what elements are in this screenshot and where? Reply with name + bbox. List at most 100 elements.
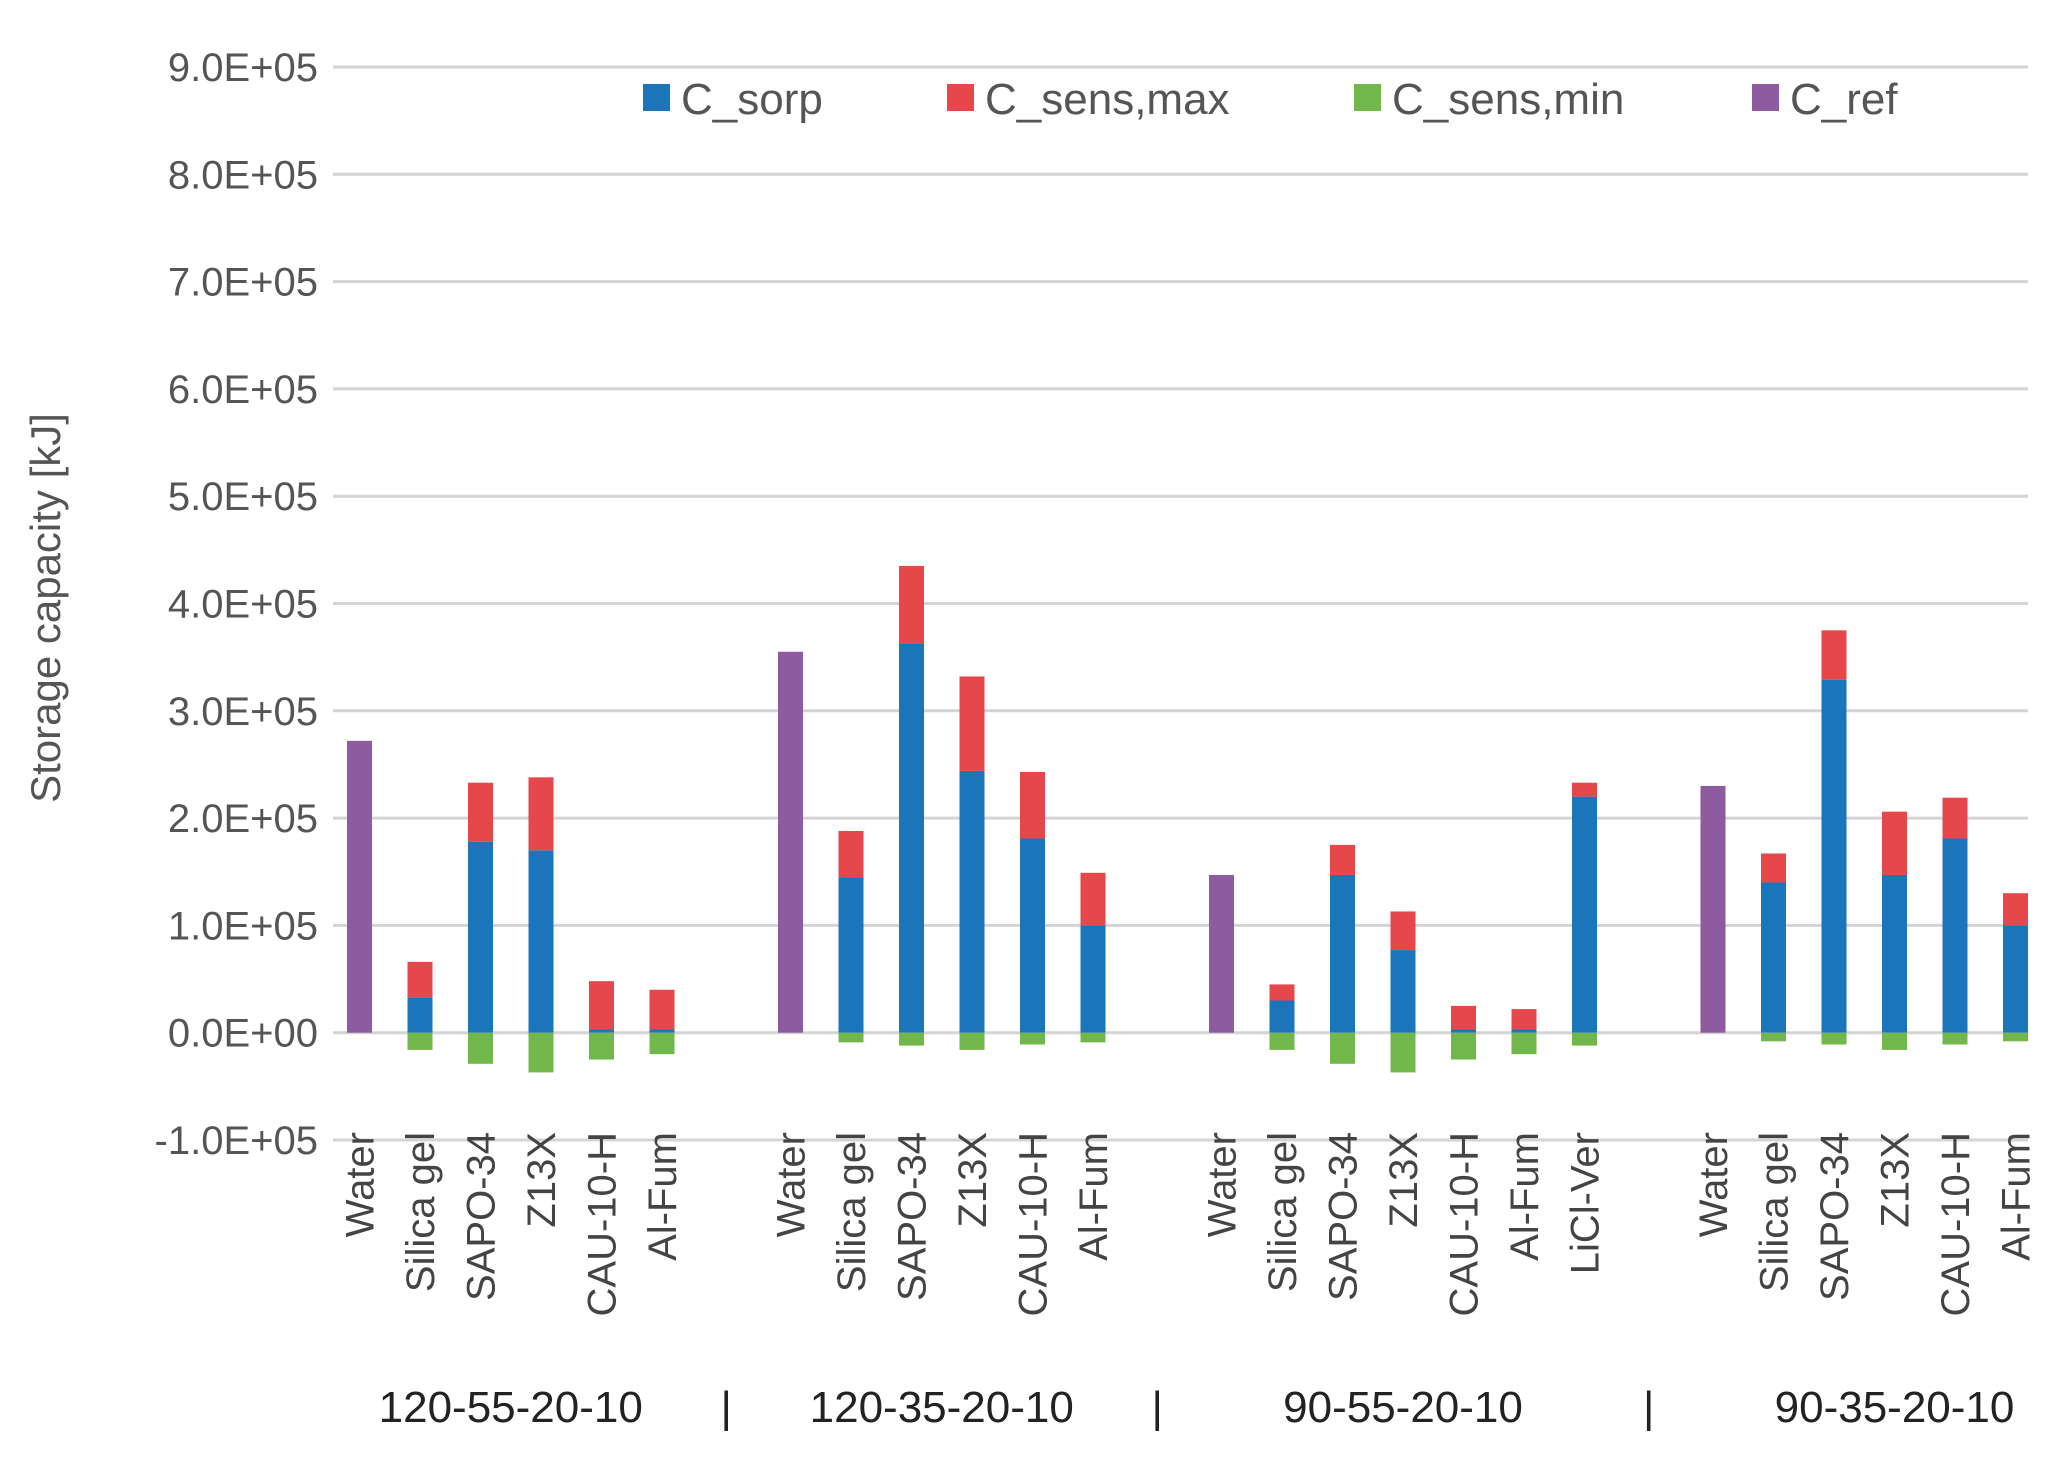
x-category-label: Z13X bbox=[1382, 1132, 1426, 1228]
y-tick-label: 0.0E+00 bbox=[168, 1012, 318, 1056]
bar-c-sens-min-120-55-20-10-z13x bbox=[528, 1032, 554, 1073]
y-tick-label: 3.0E+05 bbox=[168, 690, 318, 734]
legend: C_sorp C_sens,max C_sens,min C_ref bbox=[643, 75, 1898, 124]
bar-c-sorp-90-35-20-10-silica-gel bbox=[1761, 882, 1786, 1033]
bar-c-sorp-120-55-20-10-sapo-34 bbox=[468, 841, 493, 1033]
bar-c-sens-max-90-35-20-10-cau-10-h bbox=[1942, 797, 1968, 839]
x-category-label: Silica gel bbox=[830, 1132, 874, 1292]
y-tick-label: 1.0E+05 bbox=[168, 904, 318, 948]
legend-label-c-sens-min: C_sens,min bbox=[1392, 75, 1624, 124]
bar-c-ref-90-55-20-10-water bbox=[1209, 874, 1234, 1033]
bar-c-sens-min-120-35-20-10-z13x bbox=[959, 1032, 985, 1050]
group-separator: | bbox=[721, 1383, 732, 1432]
bar-c-sorp-120-35-20-10-z13x bbox=[959, 770, 985, 1033]
bar-c-sens-max-90-55-20-10-silica-gel bbox=[1269, 984, 1295, 1001]
x-category-label: LiCl-Ver bbox=[1564, 1132, 1608, 1274]
bar-c-sens-min-90-35-20-10-z13x bbox=[1882, 1032, 1907, 1050]
bars bbox=[347, 565, 2028, 1073]
x-category-label: SAPO-34 bbox=[891, 1132, 935, 1301]
bar-c-sens-min-90-35-20-10-silica-gel bbox=[1761, 1032, 1786, 1042]
x-category-label: CAU-10-H bbox=[1443, 1132, 1487, 1316]
group-label-120-35-20-10: 120-35-20-10 bbox=[810, 1383, 1074, 1432]
x-axis-category-labels: Water Silica gel SAPO-34 Z13X CAU-10-H Al-Fum… bbox=[339, 1132, 2061, 1316]
bar-c-sens-max-90-55-20-10-al-fum bbox=[1511, 1009, 1537, 1030]
bar-c-sorp-120-35-20-10-cau-10-h bbox=[1020, 838, 1045, 1033]
legend-swatch-c-sens-max bbox=[947, 84, 974, 111]
bar-c-sens-min-120-55-20-10-al-fum bbox=[649, 1032, 675, 1055]
bar-c-sens-min-90-35-20-10-cau-10-h bbox=[1942, 1032, 1968, 1045]
bar-c-sens-min-90-35-20-10-sapo-34 bbox=[1821, 1032, 1847, 1045]
x-category-label: CAU-10-H bbox=[1934, 1132, 1978, 1316]
bar-c-ref-120-55-20-10-water bbox=[347, 740, 372, 1033]
bar-c-sens-min-90-55-20-10-silica-gel bbox=[1269, 1032, 1295, 1050]
bar-c-sens-max-90-35-20-10-sapo-34 bbox=[1821, 630, 1847, 680]
x-category-label: CAU-10-H bbox=[581, 1132, 625, 1316]
bar-c-sens-max-120-55-20-10-silica-gel bbox=[407, 961, 433, 998]
y-tick-label: 7.0E+05 bbox=[168, 261, 318, 305]
bar-c-sens-max-120-55-20-10-cau-10-h bbox=[589, 981, 614, 1030]
x-category-label: Z13X bbox=[1874, 1132, 1918, 1228]
legend-label-c-sens-max: C_sens,max bbox=[985, 75, 1230, 124]
bar-c-sens-max-90-35-20-10-silica-gel bbox=[1761, 853, 1786, 883]
bar-c-sens-max-90-35-20-10-al-fum bbox=[2003, 893, 2028, 926]
x-category-label: Al-Fum bbox=[1072, 1132, 1116, 1261]
bar-c-sens-min-120-55-20-10-cau-10-h bbox=[589, 1032, 614, 1060]
bar-c-sens-max-120-35-20-10-z13x bbox=[959, 676, 985, 771]
group-labels: 120-55-20-10 | 120-35-20-10 | 90-55-20-10 | 90… bbox=[379, 1383, 2015, 1432]
bar-c-sens-max-120-55-20-10-sapo-34 bbox=[468, 782, 493, 842]
bar-c-sens-min-120-35-20-10-cau-10-h bbox=[1020, 1032, 1045, 1045]
bar-c-sens-min-90-55-20-10-z13x bbox=[1390, 1032, 1416, 1073]
bar-c-sens-max-120-35-20-10-sapo-34 bbox=[899, 565, 924, 644]
x-category-label: Water bbox=[770, 1132, 814, 1237]
y-tick-label: 4.0E+05 bbox=[168, 583, 318, 627]
bar-c-sens-max-90-55-20-10-licl-ver bbox=[1572, 782, 1597, 797]
x-category-label: Al-Fum bbox=[641, 1132, 685, 1261]
x-category-label: Z13X bbox=[951, 1132, 995, 1228]
bar-c-sens-min-90-55-20-10-licl-ver bbox=[1572, 1032, 1597, 1046]
bar-c-sens-min-90-55-20-10-cau-10-h bbox=[1451, 1032, 1476, 1060]
x-category-label: Water bbox=[339, 1132, 383, 1237]
y-tick-label: 9.0E+05 bbox=[168, 46, 318, 90]
bar-c-sorp-90-55-20-10-licl-ver bbox=[1572, 796, 1597, 1033]
bar-c-sorp-90-35-20-10-cau-10-h bbox=[1942, 838, 1968, 1033]
y-tick-label: 2.0E+05 bbox=[168, 797, 318, 841]
bar-c-sorp-90-55-20-10-sapo-34 bbox=[1330, 874, 1355, 1033]
group-label-120-55-20-10: 120-55-20-10 bbox=[379, 1383, 643, 1432]
bar-c-sorp-120-55-20-10-al-fum bbox=[649, 1029, 675, 1033]
bar-c-sorp-120-35-20-10-al-fum bbox=[1080, 925, 1106, 1033]
bar-c-ref-90-35-20-10-water bbox=[1700, 785, 1726, 1033]
bar-c-sorp-120-55-20-10-cau-10-h bbox=[589, 1029, 614, 1033]
bar-c-ref-120-35-20-10-water bbox=[778, 651, 803, 1033]
bar-c-sens-min-90-55-20-10-al-fum bbox=[1511, 1032, 1537, 1055]
x-category-label: Water bbox=[1692, 1132, 1736, 1237]
bar-c-sens-min-120-55-20-10-sapo-34 bbox=[468, 1032, 493, 1064]
group-separator: | bbox=[1643, 1383, 1654, 1432]
bar-c-sens-min-120-55-20-10-silica-gel bbox=[407, 1032, 433, 1050]
bar-c-sorp-120-35-20-10-sapo-34 bbox=[899, 643, 924, 1033]
x-category-label: Silica gel bbox=[399, 1132, 443, 1292]
bar-c-sorp-90-35-20-10-sapo-34 bbox=[1821, 679, 1847, 1033]
bar-c-sens-min-120-35-20-10-sapo-34 bbox=[899, 1032, 924, 1046]
x-category-label: Al-Fum bbox=[1995, 1132, 2039, 1261]
x-category-label: SAPO-34 bbox=[1322, 1132, 1366, 1301]
bar-c-sorp-90-55-20-10-z13x bbox=[1390, 950, 1416, 1033]
bar-c-sens-max-120-55-20-10-z13x bbox=[528, 777, 554, 851]
group-label-90-35-20-10: 90-35-20-10 bbox=[1775, 1383, 2015, 1432]
y-axis-label: Storage capacity [kJ] bbox=[22, 413, 69, 803]
x-category-label: Water bbox=[1201, 1132, 1245, 1237]
legend-label-c-sorp: C_sorp bbox=[681, 75, 823, 124]
legend-label-c-ref: C_ref bbox=[1790, 75, 1898, 124]
bar-c-sens-max-120-35-20-10-cau-10-h bbox=[1020, 771, 1045, 839]
bar-c-sorp-90-55-20-10-silica-gel bbox=[1269, 1000, 1295, 1033]
bar-c-sorp-90-35-20-10-al-fum bbox=[2003, 925, 2028, 1033]
bar-c-sens-max-120-35-20-10-silica-gel bbox=[838, 830, 864, 878]
bar-c-sens-max-120-55-20-10-al-fum bbox=[649, 989, 675, 1030]
legend-swatch-c-sens-min bbox=[1354, 84, 1381, 111]
x-category-label: Silica gel bbox=[1261, 1132, 1305, 1292]
gridlines bbox=[333, 65, 2028, 1142]
bar-c-sens-max-90-55-20-10-cau-10-h bbox=[1451, 1005, 1476, 1030]
legend-swatch-c-ref bbox=[1752, 84, 1779, 111]
x-category-label: SAPO-34 bbox=[460, 1132, 504, 1301]
y-axis-ticks: -1.0E+05 0.0E+00 1.0E+05 2.0E+05 3.0E+05 4.0E… bbox=[155, 46, 318, 1163]
bar-c-sorp-90-55-20-10-al-fum bbox=[1511, 1029, 1537, 1033]
